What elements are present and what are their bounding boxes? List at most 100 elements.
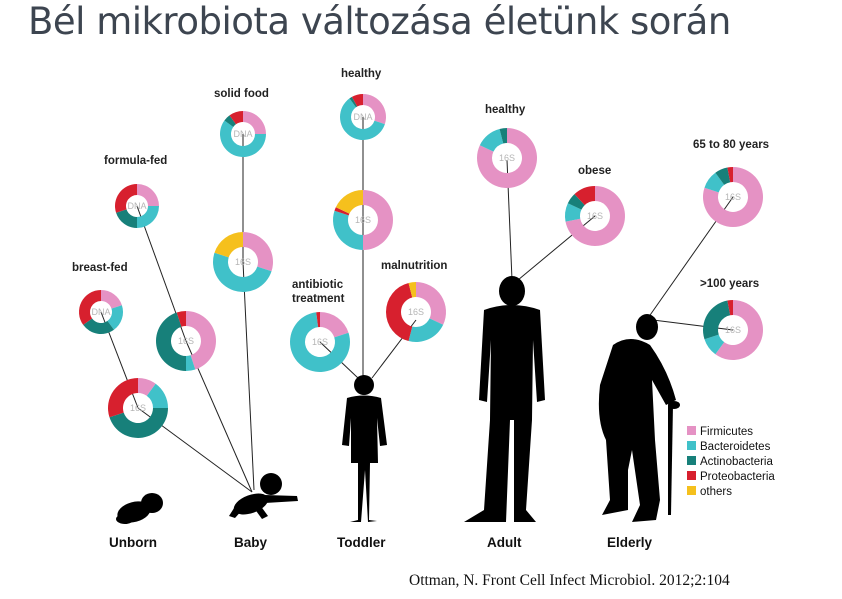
donut-method-label: 16S <box>408 307 424 317</box>
unborn-silhouette <box>116 493 163 524</box>
donut-slice-proteobacteria <box>115 184 137 213</box>
donut-slice-actinobacteria <box>703 300 731 340</box>
donut-slice-bacteroidetes <box>186 355 196 371</box>
donut-slice-bacteroidetes <box>704 172 725 193</box>
donut-method-label: 16S <box>235 257 251 267</box>
donut-slice-bacteroidetes <box>408 318 444 342</box>
toddler-silhouette <box>342 375 387 522</box>
label-obese: obese <box>578 165 611 177</box>
legend-swatch-others <box>687 486 696 495</box>
citation: Ottman, N. Front Cell Infect Microbiol. … <box>409 572 730 589</box>
donut-slice-firmicutes <box>243 232 273 272</box>
legend-label-actinobacteria: Actinobacteria <box>700 456 773 468</box>
label-healthy-adult: healthy <box>485 104 526 116</box>
donut-slice-firmicutes <box>565 186 625 246</box>
donut-slice-bacteroidetes <box>220 120 266 157</box>
donut-slice-bacteroidetes <box>146 383 168 408</box>
donut-slice-bacteroidetes <box>290 312 351 373</box>
legend-label-others: others <box>700 486 732 498</box>
label-breast-fed: breast-fed <box>72 262 128 274</box>
donut-slice-proteobacteria <box>176 311 186 327</box>
baby-silhouette <box>229 473 298 519</box>
donut-formulafed-dna: DNA <box>115 184 159 228</box>
donut-method-label: 16S <box>130 403 146 413</box>
connector-line <box>242 261 255 491</box>
donut-malnutrition-16s: 16S <box>386 282 446 342</box>
label-healthy-toddler: healthy <box>341 68 382 80</box>
donut-slice-proteobacteria <box>727 167 733 183</box>
label-100-years: >100 years <box>700 278 759 290</box>
donut-slice-bacteroidetes <box>107 305 123 330</box>
donut-slice-firmicutes <box>715 300 764 361</box>
donut-slice-proteobacteria <box>316 312 320 328</box>
legend-label-firmicutes: Firmicutes <box>700 426 753 438</box>
donut-slice-bacteroidetes <box>479 128 504 152</box>
donut-slice-actinobacteria <box>109 408 168 439</box>
donut-slice-actinobacteria <box>155 312 186 371</box>
donut-slice-proteobacteria <box>334 207 350 216</box>
donut-solidfood-dna: DNA <box>220 111 266 157</box>
donut-breastfed-dna: DNA <box>79 290 123 334</box>
donut-slice-actinobacteria <box>349 96 358 108</box>
donut-slice-proteobacteria <box>108 378 138 418</box>
donut-method-label: 16S <box>355 215 371 225</box>
donut-slice-bacteroidetes <box>704 334 725 355</box>
donut-slice-bacteroidetes <box>213 252 272 292</box>
donut-slice-proteobacteria <box>229 111 243 125</box>
donut-slice-bacteroidetes <box>137 206 159 228</box>
donut-slice-firmicutes <box>416 282 446 325</box>
label-antibiotic: antibiotic <box>292 279 344 291</box>
donut-slice-others <box>214 232 243 258</box>
label-formula-fed: formula-fed <box>104 155 167 167</box>
donut-antibiotic-16s: 16S <box>290 312 351 373</box>
donut-slice-actinobacteria <box>567 194 585 210</box>
stage-label-adult: Adult <box>487 535 522 550</box>
legend-swatch-bacteroidetes <box>687 441 696 450</box>
donut-slice-bacteroidetes <box>565 203 582 222</box>
donut-age100-16s: 16S <box>703 300 764 361</box>
connector-line <box>652 319 734 331</box>
donut-method-label: DNA <box>91 307 110 317</box>
label-treatment: treatment <box>292 293 345 305</box>
donut-method-label: 16S <box>725 325 741 335</box>
legend-swatch-actinobacteria <box>687 456 696 465</box>
donut-slice-firmicutes <box>101 290 122 309</box>
legend-swatch-proteobacteria <box>687 471 696 480</box>
donut-method-label: DNA <box>127 201 146 211</box>
elderly-silhouette <box>598 314 680 522</box>
donut-slice-firmicutes <box>243 111 266 134</box>
donut-slice-firmicutes <box>477 128 537 189</box>
label-65-80: 65 to 80 years <box>693 139 769 151</box>
donut-slice-firmicutes <box>320 312 349 338</box>
adult-silhouette <box>464 276 545 522</box>
donut-obese-16s: 16S <box>565 186 625 246</box>
donut-slice-proteobacteria <box>79 290 101 325</box>
legend-label-bacteroidetes: Bacteroidetes <box>700 441 771 453</box>
donut-slice-actinobacteria <box>499 128 507 144</box>
donut-method-label: 16S <box>499 153 515 163</box>
donut-charts: DNA 16S DNA 16S DNA 16S DNA 16S 16S 16S 16S 16S 16S 1… <box>79 94 764 439</box>
donut-method-label: 16S <box>312 337 328 347</box>
stage-label-elderly: Elderly <box>607 535 653 550</box>
stage-label-unborn: Unborn <box>109 535 157 550</box>
label-malnutrition: malnutrition <box>381 260 447 272</box>
donut-slice-proteobacteria <box>386 282 413 342</box>
donut-healthy-toddler-16s: 16S <box>333 190 393 250</box>
donut-slice-firmicutes <box>703 167 764 228</box>
donut-method-label: 16S <box>725 192 741 202</box>
donut-slice-actinobacteria <box>83 318 114 334</box>
donut-slice-firmicutes <box>363 190 393 250</box>
donut-slice-firmicutes <box>137 184 159 206</box>
donut-slice-bacteroidetes <box>340 98 385 140</box>
legend: Firmicutes Bacteroidetes Actinobacteria … <box>687 426 775 498</box>
donut-method-label: 16S <box>587 211 603 221</box>
donut-slice-firmicutes <box>138 378 156 396</box>
donut-slice-actinobacteria <box>116 209 137 228</box>
stage-label-baby: Baby <box>234 535 268 550</box>
donut-slice-others <box>408 282 416 298</box>
donut-slice-proteobacteria <box>727 300 733 316</box>
legend-swatch-firmicutes <box>687 426 696 435</box>
donut-slice-proteobacteria <box>351 94 363 107</box>
donut-age65-16s: 16S <box>703 167 764 228</box>
